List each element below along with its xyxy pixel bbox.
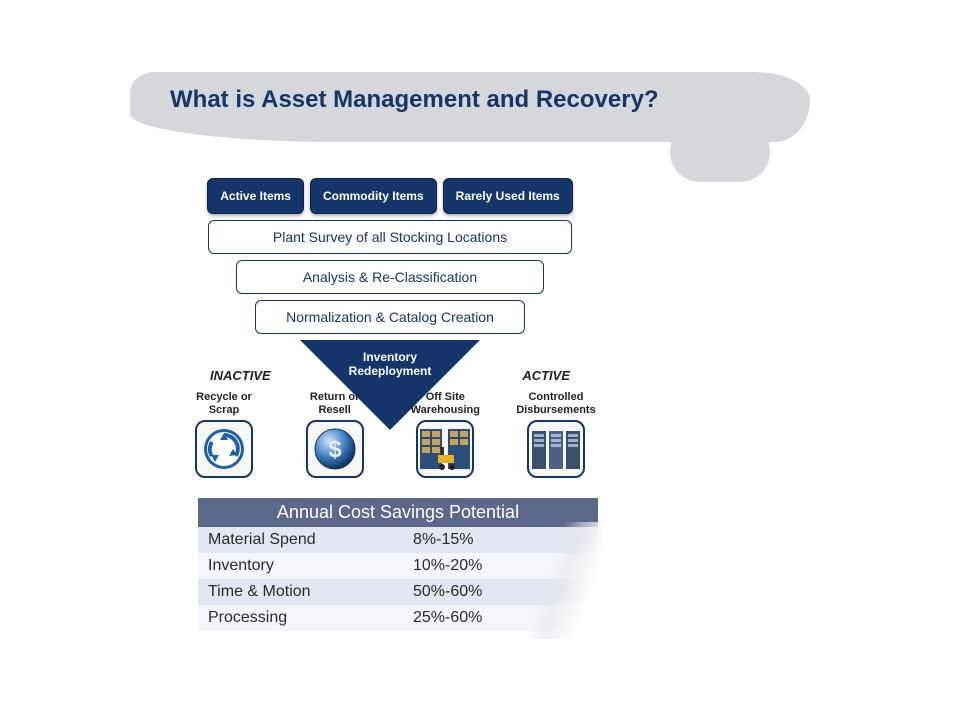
outcome-off-site-warehousing: Off SiteWarehousing [401,390,489,478]
servers-icon [527,420,585,478]
row-label: Processing [198,605,403,631]
top-category-row: Active Items Commodity Items Rarely Used… [190,178,590,214]
pill-rarely-used-items: Rarely Used Items [443,178,573,214]
pill-commodity-items: Commodity Items [310,178,437,214]
outcome-recycle-or-scrap: Recycle orScrap [180,390,268,478]
label-active: ACTIVE [522,368,570,383]
table-row: Material Spend 8%-15% [198,527,598,553]
recycle-icon [195,420,253,478]
svg-text:$: $ [328,436,342,463]
pill-active-items: Active Items [207,178,304,214]
funnel-line1: Inventory [363,350,417,364]
row-value: 50%-60% [403,579,598,605]
row-label: Material Spend [198,527,403,553]
row-value: 8%-15% [403,527,598,553]
row-label: Inventory [198,553,403,579]
outcomes-row: Recycle orScrap Return orResell [180,390,600,478]
label-inactive: INACTIVE [210,368,271,383]
page-title: What is Asset Management and Recovery? [170,86,790,114]
warehouse-icon [416,420,474,478]
dollar-coin-icon: $ $ [306,420,364,478]
step-plant-survey: Plant Survey of all Stocking Locations [208,220,572,254]
table-row: Time & Motion 50%-60% [198,579,598,605]
funnel-line2: Redeployment [349,364,432,378]
row-label: Time & Motion [198,579,403,605]
row-value: 25%-60% [403,605,598,631]
table-row: Processing 25%-60% [198,605,598,631]
savings-table-title: Annual Cost Savings Potential [198,498,598,527]
row-value: 10%-20% [403,553,598,579]
outcome-controlled-disbursements: ControlledDisbursements [512,390,600,478]
outcome-return-or-resell: Return orResell $ $ [291,390,379,478]
step-analysis: Analysis & Re-Classification [236,260,544,294]
table-row: Inventory 10%-20% [198,553,598,579]
step-normalization: Normalization & Catalog Creation [255,300,525,334]
savings-table: Annual Cost Savings Potential Material S… [198,498,598,631]
